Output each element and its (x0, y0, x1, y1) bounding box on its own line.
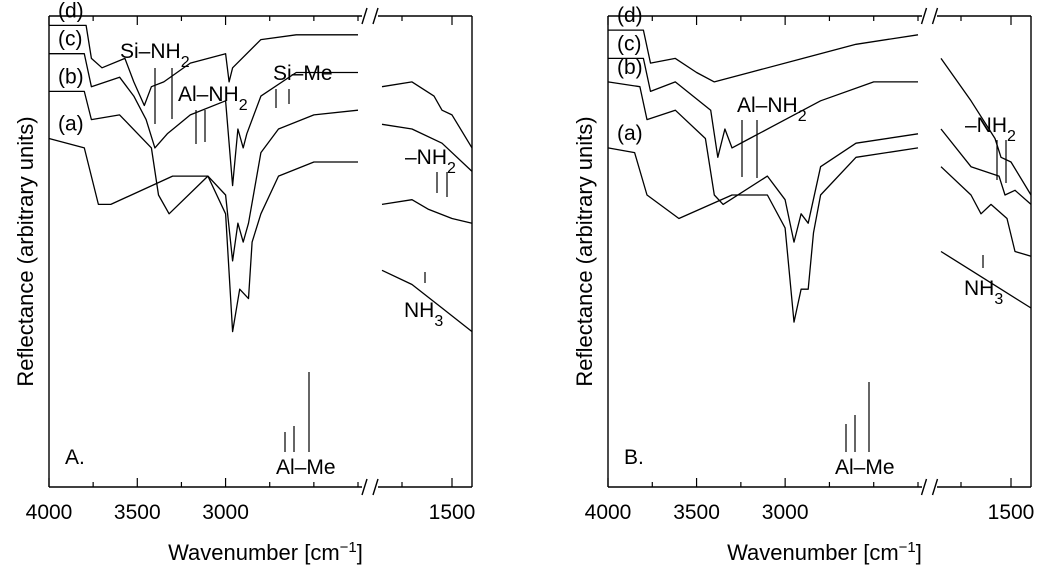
x-axis-label-bracket: ] (916, 540, 922, 565)
series-a-line-right (381, 269, 473, 333)
axis-break-mark-bottom (361, 478, 368, 496)
annotations-panel-a: Si–NH2 Al–NH2 Si–Me –NH2 NH3 Al–Me (120, 40, 456, 479)
x-tick-label: 3000 (762, 501, 809, 524)
axis-break-mark-bottom (372, 478, 379, 496)
series-b-line-right (940, 166, 1032, 257)
series-c-line-left (608, 57, 918, 158)
x-axis-label-superscript: −1 (899, 539, 916, 556)
x-tick-label: 3500 (673, 501, 720, 524)
series-c-line-right (381, 123, 473, 172)
axis-break-mark-top (931, 7, 939, 25)
axis-break-mark-top (361, 7, 368, 25)
x-axis-label: Wavenumber [cm−1] (727, 539, 922, 566)
annotation-al-me-a: Al–Me (276, 456, 336, 479)
series-b-line-left (607, 81, 919, 243)
x-tick-label: 4000 (26, 501, 73, 524)
x-axis-label-superscript: −1 (340, 539, 357, 556)
series-d-line-left (49, 24, 358, 107)
series-d-line-right (381, 81, 473, 149)
series-label-b: (b) (58, 65, 84, 88)
series-label-c: (c) (58, 28, 83, 51)
x-axis-label-bracket: ] (357, 540, 363, 565)
annotation-al-nh2: Al–NH2 (178, 83, 248, 114)
series-c-line-left (49, 53, 358, 187)
series-label-d: (d) (617, 4, 643, 27)
series-c-line-right (940, 128, 1032, 205)
x-tick-label: 4000 (585, 501, 632, 524)
annotation-si-me: Si–Me (273, 62, 333, 85)
annotation-al-me-b: Al–Me (835, 456, 895, 479)
annotation-nh3-a: NH3 (404, 299, 443, 330)
chart-panel-b: 4000 3500 3000 1500 Reflectance (arbitrary u… (572, 4, 1034, 565)
panel-label: B. (624, 446, 644, 469)
x-axis-label-main: Wavenumber [cm (168, 540, 340, 565)
series-a-line-right (940, 250, 1032, 309)
series-d-line-left (608, 29, 919, 83)
annotations-panel-b: Al–NH2 –NH2 NH3 Al–Me (737, 94, 1016, 479)
series-a-line-left (607, 147, 919, 323)
annotation-nh3-b: NH3 (964, 277, 1003, 308)
series-label-a: (a) (58, 112, 84, 135)
series-label-d: (d) (58, 0, 84, 22)
annotation-si-nh2: Si–NH2 (120, 40, 190, 71)
series-label-a: (a) (617, 122, 643, 145)
series-b-line-right (381, 199, 473, 224)
x-tick-label: 1500 (429, 501, 476, 524)
annotation-al-nh2-b: Al–NH2 (737, 94, 807, 125)
series-label-b: (b) (617, 56, 643, 79)
x-axis-label-main: Wavenumber [cm (727, 540, 899, 565)
series-d-line-right (940, 58, 1032, 196)
axis-break-mark-top (920, 7, 928, 25)
x-axis-label: Wavenumber [cm−1] (168, 539, 363, 566)
panel-label: A. (65, 446, 85, 469)
series-label-c: (c) (617, 32, 642, 55)
x-tick-label: 3000 (202, 501, 249, 524)
annotation-nh2-b: –NH2 (965, 114, 1016, 145)
series-a-line-left (48, 137, 358, 333)
chart-panel-a: 4000 3500 3000 1500 Reflectance (arbitrary u… (13, 0, 475, 565)
series-b-line-left (49, 90, 359, 262)
x-tick-label: 3500 (114, 501, 161, 524)
y-axis-label: Reflectance (arbitrary units) (572, 116, 597, 386)
y-axis-label: Reflectance (arbitrary units) (13, 116, 38, 386)
axis-break-mark-bottom (920, 478, 928, 496)
axis-break-mark-top (372, 7, 379, 25)
axis-break-mark-bottom (931, 478, 939, 496)
x-tick-label: 1500 (988, 501, 1035, 524)
annotation-nh2-a: –NH2 (405, 146, 456, 177)
